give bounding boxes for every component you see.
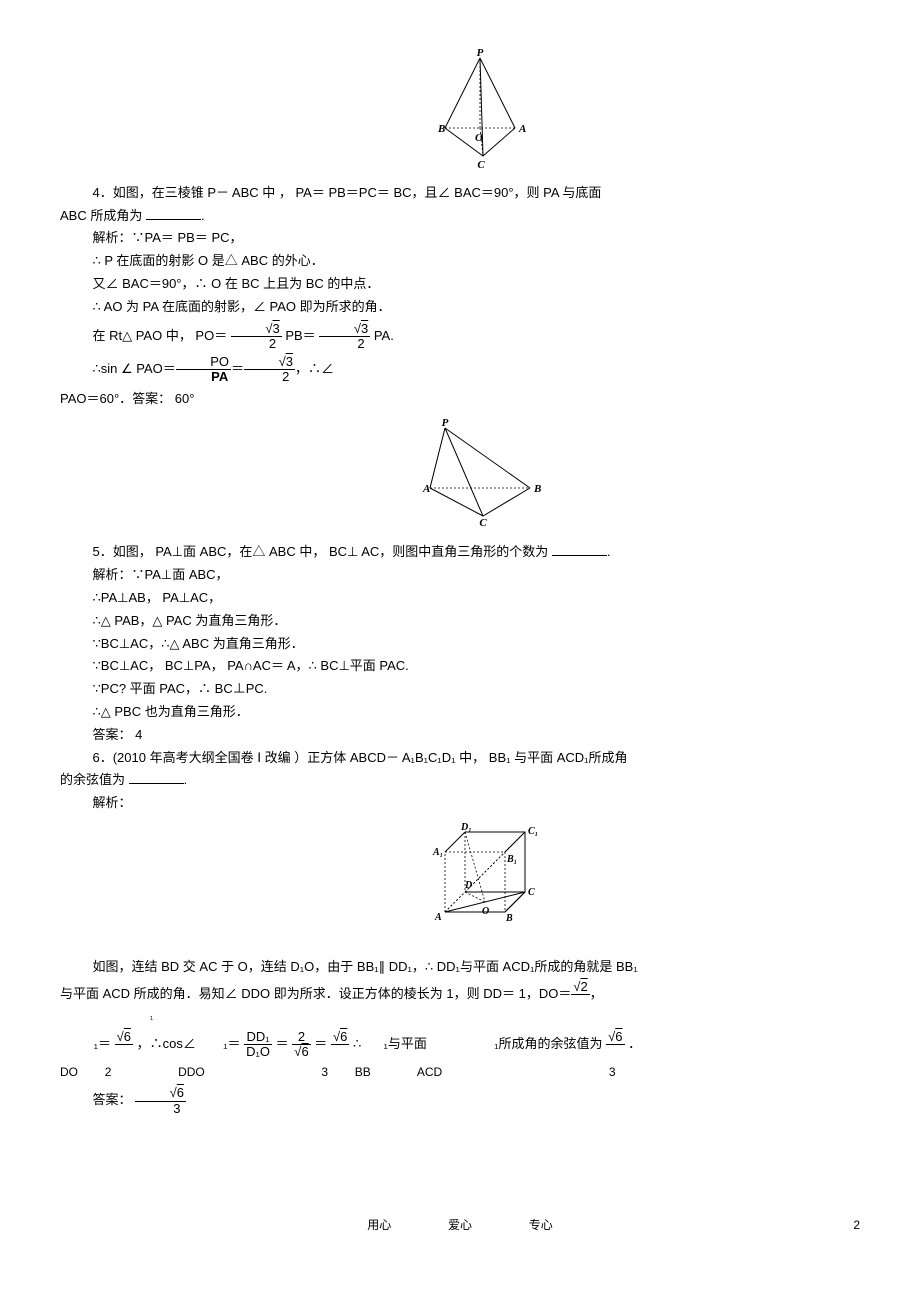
sol6-c: ₁＝ √6 ，∴cos∠ ₁＝ DD₁D₁O ＝ 2√6 ＝ √6 ∴ ₁与平面… — [60, 1030, 900, 1060]
svg-text:C: C — [528, 887, 535, 898]
svg-text:A: A — [434, 912, 442, 923]
page-number: 2 — [853, 1216, 860, 1235]
q6-a: 6．(2010 年高考大纲全国卷 Ⅰ 改编 ）正方体 ABCD－ A₁B₁C₁D… — [60, 748, 900, 769]
svg-text:A₁: A₁ — [432, 847, 443, 858]
svg-text:O: O — [482, 906, 489, 917]
sol5-e: ∵BC⊥AC， BC⊥PA， PA∩AC＝ A，∴ BC⊥平面 PAC. — [60, 656, 900, 677]
sol4-b: ∴ P 在底面的射影 O 是△ ABC 的外心． — [60, 251, 900, 272]
sol5-b: ∴PA⊥AB， PA⊥AC， — [60, 588, 900, 609]
sol5-d: ∵BC⊥AC，∴△ ABC 为直角三角形． — [60, 634, 900, 655]
svg-text:P: P — [442, 418, 449, 429]
sol5-h: 答案： 4 — [60, 725, 900, 746]
svg-text:B₁: B₁ — [506, 854, 517, 865]
sol4-g: PAO＝60°．答案： 60° — [60, 389, 900, 410]
q5: 5．如图， PA⊥面 ABC，在△ ABC 中， BC⊥ AC，则图中直角三角形… — [60, 542, 900, 563]
sol5-f: ∵PC? 平面 PAC，∴ BC⊥PC. — [60, 679, 900, 700]
q4-line2: ABC 所成角为 . — [60, 206, 900, 227]
sol4-d: ∴ AO 为 PA 在底面的射影，∠ PAO 即为所求的角． — [60, 297, 900, 318]
svg-text:B: B — [533, 483, 541, 495]
svg-text:D₁: D₁ — [460, 822, 472, 833]
sol6-a: 如图，连结 BD 交 AC 于 O，连结 D₁O，由于 BB₁∥ DD₁，∴ D… — [60, 957, 900, 978]
svg-text:B: B — [505, 913, 513, 924]
sol6-b: 与平面 ACD 所成的角．易知∠ DDO 即为所求．设正方体的棱长为 1，则 D… — [60, 980, 900, 1024]
svg-text:A: A — [422, 483, 430, 495]
svg-text:O: O — [475, 132, 483, 144]
svg-text:A: A — [518, 123, 526, 135]
blank — [552, 555, 607, 556]
sol5-g: ∴△ PBC 也为直角三角形． — [60, 702, 900, 723]
svg-text:B: B — [437, 123, 445, 135]
blank — [129, 783, 184, 784]
sol6-ans: 答案： √63 — [60, 1086, 900, 1116]
sol4-c: 又∠ BAC＝90°，∴ O 在 BC 上且为 BC 的中点． — [60, 274, 900, 295]
blank — [146, 219, 201, 220]
q6-b: 的余弦值为 . — [60, 770, 900, 791]
figure-cube: D₁ C₁ A₁ B₁ D C A O B — [60, 822, 900, 949]
sol4-f: ∴sin ∠ PAO＝POPA＝√32，∴∠ — [60, 355, 900, 385]
svg-text:P: P — [477, 48, 484, 59]
sol5-c: ∴△ PAB，△ PAC 为直角三角形． — [60, 611, 900, 632]
sol5-a: 解析：∵PA⊥面 ABC， — [60, 565, 900, 586]
q4-line1: 4．如图，在三棱锥 P－ ABC 中 ， PA＝ PB＝PC＝ BC，且∠ BA… — [60, 183, 900, 204]
svg-text:D: D — [464, 880, 472, 891]
q6-c: 解析： — [60, 793, 900, 814]
footer: 用心 爱心 专心 2 — [20, 1216, 900, 1235]
sol4-a: 解析：∵PA＝ PB＝ PC， — [60, 228, 900, 249]
figure-p-abc-pyramid: P B A O C — [60, 48, 900, 175]
svg-text:C₁: C₁ — [528, 826, 538, 837]
svg-text:C: C — [477, 159, 485, 168]
sol6-c-labels: DO 2 DDO 3 BB ACD 3 — [60, 1063, 900, 1082]
svg-text:C: C — [479, 517, 487, 528]
sol4-e: 在 Rt△ PAO 中， PO＝ √32 PB＝ √32 PA. — [60, 322, 900, 352]
figure-p-abc-tetra: P A B C — [60, 418, 900, 535]
